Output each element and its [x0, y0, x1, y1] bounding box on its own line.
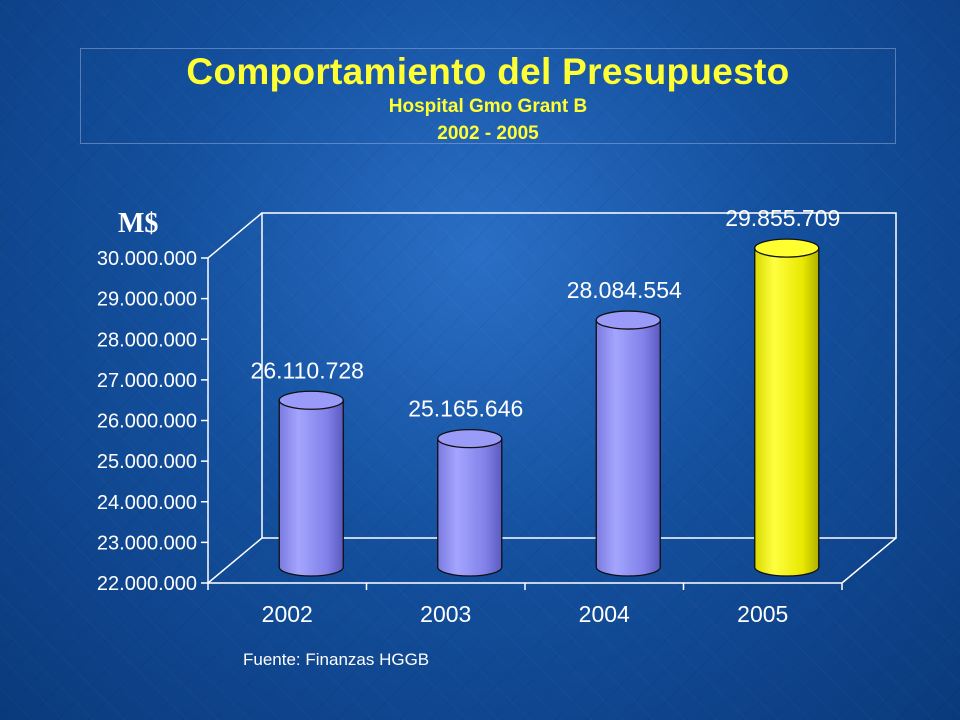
floor-edge-left	[207, 537, 263, 584]
bar-value-label: 28.084.554	[567, 277, 682, 303]
bar-cap	[754, 238, 820, 258]
bar-body	[595, 319, 661, 577]
floor-edge-right	[841, 537, 897, 584]
bar-cap	[437, 428, 503, 449]
y-axis: 22.000.000 23.000.000 24.000.000 25.000.000…	[97, 248, 209, 595]
bar-body	[437, 437, 503, 577]
bar-cap	[278, 390, 344, 410]
title-box: Comportamiento del Presupuesto Hospital …	[80, 48, 896, 144]
value-labels: 26.110.728 25.165.646 28.084.554 29.855.709	[251, 205, 841, 422]
x-axis: 2002 2003 2004 2005	[207, 582, 843, 627]
bar-value-label: 29.855.709	[725, 205, 840, 231]
x-tick-label: 2004	[579, 601, 630, 627]
back-wall	[261, 212, 897, 539]
bar-body	[278, 399, 344, 577]
y-tick-label: 29.000.000	[97, 289, 197, 311]
bar-body	[754, 247, 820, 577]
bar	[278, 390, 344, 577]
bar-value-label: 25.165.646	[408, 396, 523, 422]
y-tick-label: 30.000.000	[97, 248, 197, 270]
chart-title: Comportamiento del Presupuesto	[186, 51, 790, 92]
chart-period: 2002 - 2005	[437, 123, 539, 144]
bar	[595, 310, 661, 577]
bars	[278, 238, 820, 577]
y-tick-label: 22.000.000	[97, 573, 197, 595]
y-tick-label: 24.000.000	[97, 492, 197, 514]
x-tick-label: 2005	[737, 601, 788, 627]
source-note: Fuente: Finanzas HGGB	[243, 650, 430, 669]
bar	[754, 238, 820, 577]
x-tick-label: 2003	[420, 601, 471, 627]
y-tick-label: 23.000.000	[97, 532, 197, 554]
y-unit-label: M$	[118, 208, 159, 239]
plot-frame	[207, 212, 897, 584]
bar-value-label: 26.110.728	[251, 357, 364, 383]
y-tick-label: 27.000.000	[97, 370, 197, 392]
y-tick-label: 26.000.000	[97, 411, 197, 433]
bar	[437, 428, 503, 577]
chart-subtitle: Hospital Gmo Grant B	[388, 96, 588, 117]
x-tick-label: 2002	[262, 601, 313, 627]
side-edge-top	[207, 212, 263, 259]
y-tick-label: 28.000.000	[97, 329, 197, 351]
bar-cap	[595, 310, 661, 330]
y-tick-label: 25.000.000	[97, 451, 197, 473]
